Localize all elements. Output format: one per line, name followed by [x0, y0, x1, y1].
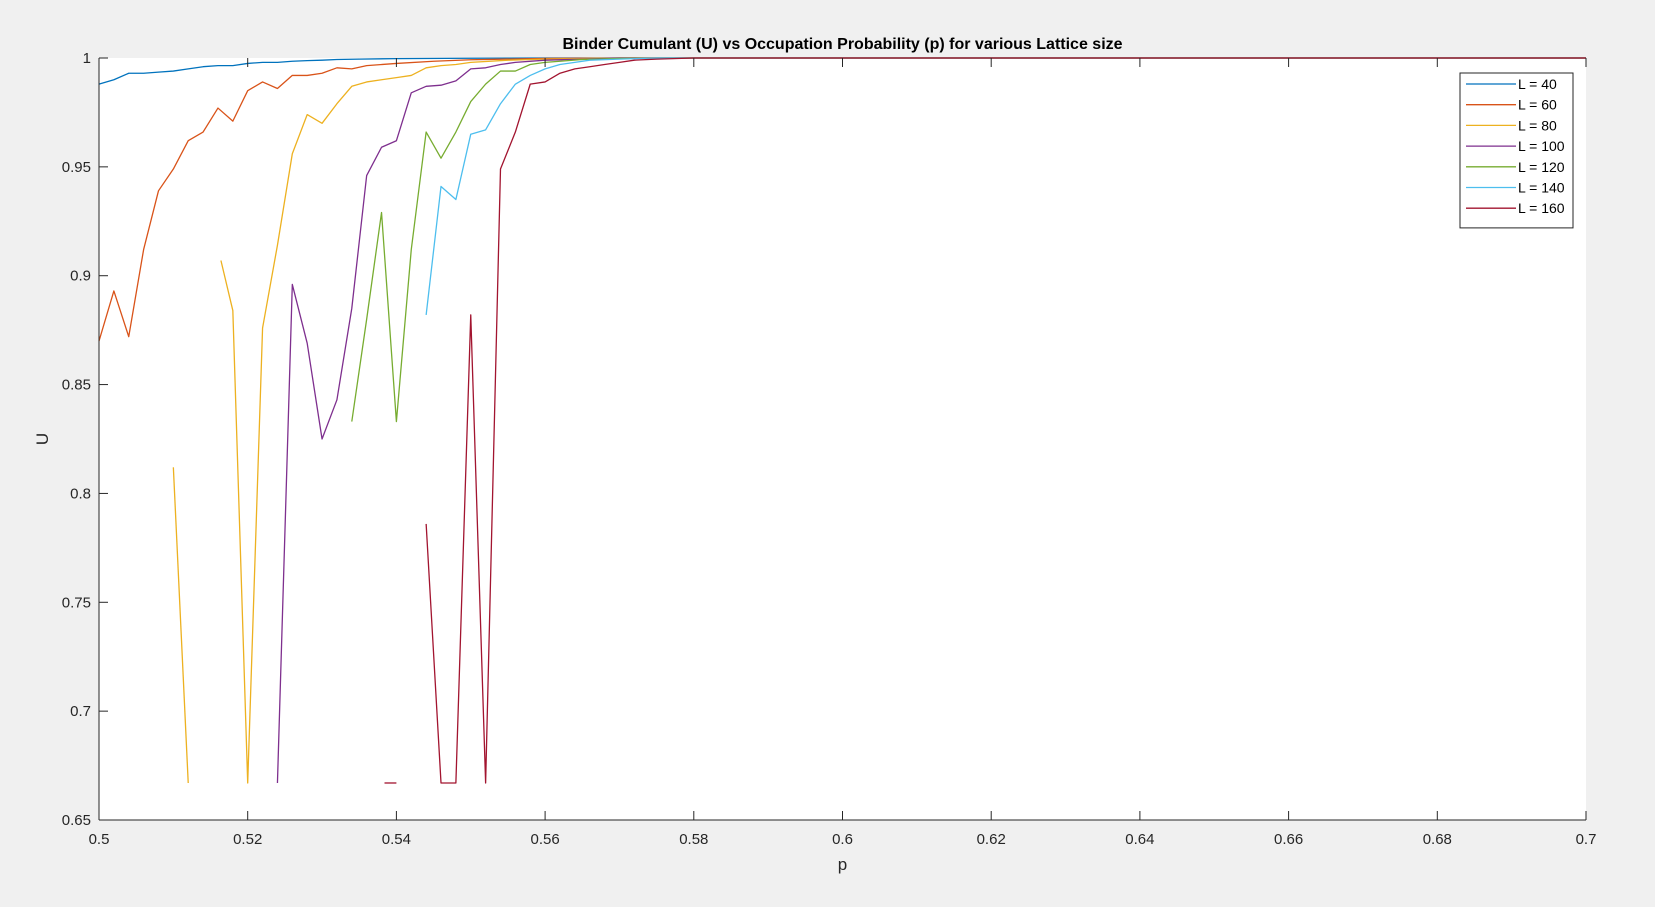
legend-label: L = 40: [1518, 76, 1557, 92]
y-tick-label: 0.95: [62, 159, 91, 176]
x-tick-label: 0.52: [233, 831, 262, 848]
x-tick-label: 0.6: [832, 831, 853, 848]
legend-label: L = 120: [1518, 159, 1565, 175]
x-tick-label: 0.58: [679, 831, 708, 848]
series-line-l-60: [98, 57, 1586, 342]
y-tick-label: 0.85: [62, 377, 91, 394]
legend-label: L = 160: [1518, 200, 1565, 216]
series-line-l-80-seg-1: [220, 57, 1586, 784]
y-tick-label: 0.7: [70, 703, 91, 720]
x-tick-label: 0.54: [382, 831, 411, 848]
series-line-l-120: [351, 57, 1586, 423]
y-tick-label: 0.8: [70, 485, 91, 502]
legend-label: L = 100: [1518, 138, 1565, 154]
x-axis-label: p: [838, 855, 847, 874]
series-line-l-100: [276, 57, 1586, 784]
legend-label: L = 80: [1518, 117, 1557, 133]
y-tick-label: 0.65: [62, 812, 91, 829]
series-line-l-40: [98, 57, 1586, 85]
series-line-l-160-seg-1: [425, 57, 1586, 784]
y-tick-label: 1: [83, 50, 91, 67]
legend: L = 40 L = 60 L = 80 L = 100 L = 120 L = 140 L…: [1459, 72, 1574, 229]
x-tick-label: 0.66: [1274, 831, 1303, 848]
series-line-l-140: [425, 57, 1586, 315]
axes-layer: 0.5 0.52 0.54 0.56 0.58 0.6 0.62 0.64 0.66 0.68 0.…: [62, 50, 1597, 848]
plot-area: [99, 58, 1586, 820]
x-tick-label: 0.56: [530, 831, 559, 848]
chart-title: Binder Cumulant (U) vs Occupation Probab…: [562, 36, 1122, 53]
x-tick-label: 0.68: [1423, 831, 1452, 848]
legend-label: L = 140: [1518, 180, 1565, 196]
y-tick-label: 0.9: [70, 268, 91, 285]
legend-label: L = 60: [1518, 97, 1557, 113]
x-tick-label: 0.7: [1576, 831, 1597, 848]
y-axis-label: U: [33, 433, 52, 445]
x-tick-label: 0.64: [1125, 831, 1154, 848]
x-tick-label: 0.5: [89, 831, 110, 848]
series-layer: [98, 57, 1586, 784]
series-line-l-80-seg-0: [172, 467, 189, 784]
x-tick-label: 0.62: [977, 831, 1006, 848]
legend-box: [1459, 72, 1574, 229]
y-tick-label: 0.75: [62, 594, 91, 611]
